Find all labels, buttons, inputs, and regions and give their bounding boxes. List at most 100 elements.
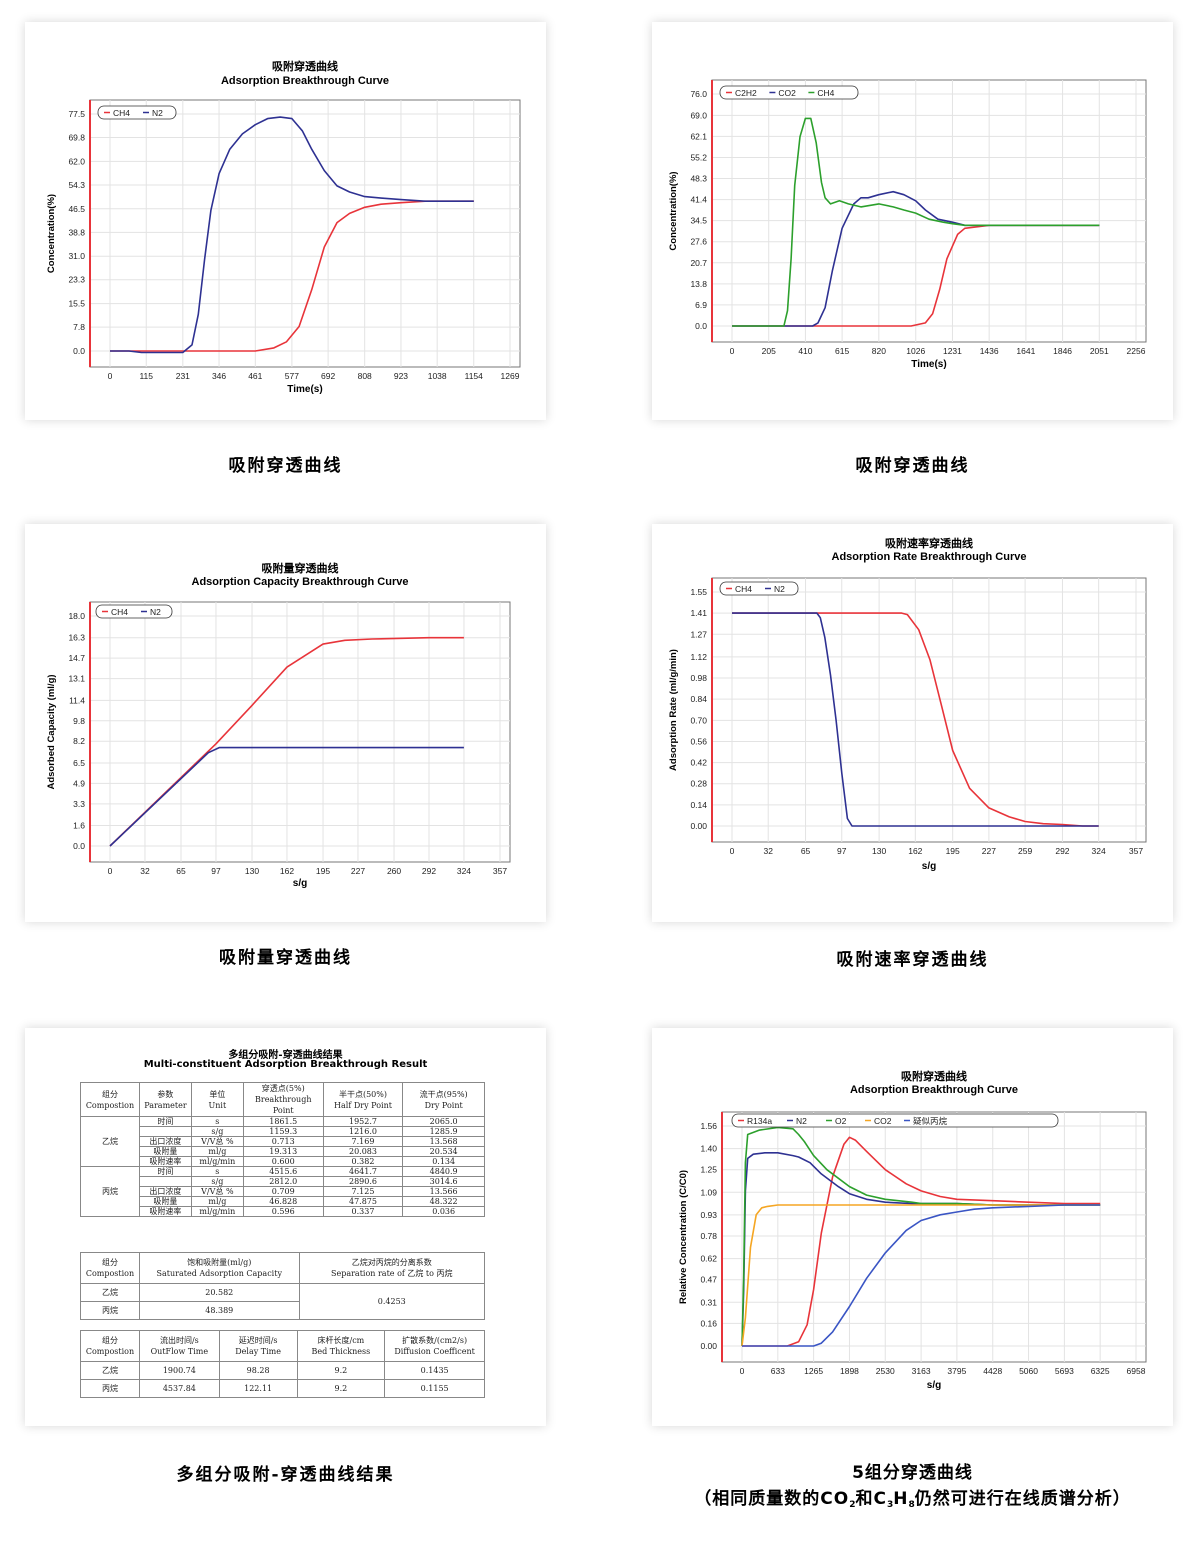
table-cell: ml/g: [190, 1196, 244, 1207]
y-tick-label: 0.0: [73, 346, 85, 356]
table-cell: V/V总 %: [190, 1186, 244, 1197]
table-cell: 122.11: [218, 1379, 298, 1398]
y-tick-label: 46.5: [68, 204, 85, 214]
x-tick-label: 3795: [947, 1366, 966, 1376]
result-table: 组分 Compostion 参数 Parameter 单位 Unit 穿透点(5%) Brea…: [80, 1082, 485, 1217]
legend-label: CH4: [113, 108, 130, 118]
table-cell: 组分 Compostion: [80, 1330, 140, 1362]
table-cell: 1216.0: [322, 1126, 404, 1137]
y-tick-label: 0.84: [690, 694, 707, 704]
legend-box: [719, 581, 799, 596]
table-header-row: 组分 Compostion 流出时间/s OutFlow Time 延迟时间/s Dela…: [80, 1330, 485, 1362]
y-tick-label: 0.98: [690, 673, 707, 683]
x-axis-label: Time(s): [287, 384, 322, 395]
y-tick-label: 23.3: [68, 275, 85, 285]
plot-area: [721, 1111, 1147, 1363]
y-tick-label: 0.70: [690, 715, 707, 725]
table-cell: 出口浓度: [138, 1136, 192, 1147]
x-tick-label: 346: [212, 371, 226, 381]
x-tick-label: 97: [837, 846, 847, 856]
table-cell: 丙烷: [80, 1379, 140, 1398]
x-tick-label: 2530: [876, 1366, 895, 1376]
x-tick-label: 692: [321, 371, 335, 381]
result-table: 组分 Compostion 饱和吸附量(ml/g) Saturated Adsorpt…: [80, 1252, 486, 1320]
table-row: 丙烷 4537.84 122.11 9.2 0.1155: [80, 1379, 485, 1398]
y-tick-label: 3.3: [73, 799, 85, 809]
caption-1: 吸附穿透曲线: [228, 456, 343, 476]
x-tick-label: 65: [801, 846, 811, 856]
series-line-CH4: [732, 612, 1099, 827]
legend-label: CH4: [817, 88, 834, 98]
table-cell: 1159.3: [242, 1126, 324, 1137]
x-tick-label: 162: [280, 866, 294, 876]
y-tick-label: 1.41: [690, 608, 707, 618]
table-cell: 1952.7: [322, 1116, 404, 1127]
table-cell: s/g: [190, 1126, 244, 1137]
table-cell: 2812.0: [242, 1176, 324, 1187]
caption-2: 吸附穿透曲线: [855, 456, 970, 476]
y-tick-label: 1.55: [690, 587, 707, 597]
chart-card-3: 吸附量穿透曲线 Adsorption Capacity Breakthrough …: [25, 524, 546, 922]
x-tick-label: 3163: [912, 1366, 931, 1376]
table-cell: 13.566: [402, 1186, 485, 1197]
table-row: s/g 2812.0 2890.6 3014.6: [81, 1176, 485, 1187]
x-tick-label: 115: [139, 371, 153, 381]
y-tick-label: 48.3: [690, 174, 707, 184]
y-tick-label: 0.56: [690, 736, 707, 746]
y-tick-label: 1.25: [700, 1165, 717, 1175]
table-cell: 7.125: [322, 1186, 404, 1197]
x-tick-label: 0: [108, 371, 113, 381]
plot-area: [89, 99, 521, 368]
table-cell: 19.313: [242, 1146, 324, 1157]
table-cell: 0.337: [322, 1206, 404, 1217]
table-cell: 0.596: [242, 1206, 324, 1217]
table-row: 乙烷 1900.74 98.28 9.2 0.1435: [80, 1361, 485, 1380]
x-tick-label: 65: [176, 866, 186, 876]
y-tick-label: 9.8: [73, 716, 85, 726]
x-tick-label: 1026: [906, 346, 925, 356]
table-cell: 20.083: [322, 1146, 404, 1157]
chart-subtitle: Adsorption Breakthrough Curve: [850, 1084, 1018, 1096]
table-cell: 吸附速率: [138, 1206, 192, 1217]
result-title-en: Multi-constituent Adsorption Breakthroug…: [143, 1059, 428, 1070]
table-cell: 9.2: [296, 1361, 386, 1380]
table-cell: [138, 1126, 192, 1137]
table-cell: 48.322: [402, 1196, 485, 1207]
x-tick-label: 324: [457, 866, 471, 876]
y-tick-label: 0.31: [700, 1297, 717, 1307]
legend-label: R134a: [747, 1116, 772, 1126]
x-tick-label: 1436: [980, 346, 999, 356]
x-tick-label: 130: [872, 846, 886, 856]
table-cell: 0.382: [322, 1156, 404, 1167]
x-tick-label: 0: [730, 346, 735, 356]
table-cell: 0.709: [242, 1186, 324, 1197]
table-row: 出口浓度 V/V总 % 0.713 7.169 13.568: [81, 1136, 485, 1147]
x-tick-label: 324: [1092, 846, 1106, 856]
series-line-R134a: [742, 1136, 1101, 1347]
x-tick-label: 0: [108, 866, 113, 876]
table-row: 吸附量 ml/g 46.828 47.875 48.322: [81, 1196, 485, 1207]
y-tick-label: 27.6: [690, 237, 707, 247]
table-row: 吸附速率 ml/g/min 0.596 0.337 0.036: [81, 1206, 485, 1217]
chart-title: 吸附穿透曲线: [901, 1069, 967, 1083]
series-line-N2: [110, 116, 474, 354]
chart-card-1: 吸附穿透曲线 Adsorption Breakthrough Curve 0 115 2…: [25, 22, 546, 420]
table-cell: 0.4253: [298, 1283, 486, 1320]
table-cell: 0.036: [402, 1206, 485, 1217]
table-cell: 乙烷: [80, 1116, 140, 1167]
y-tick-label: 55.2: [690, 152, 707, 162]
y-tick-label: 31.0: [68, 251, 85, 261]
table-cell: 4840.9: [402, 1166, 485, 1177]
x-tick-label: 32: [763, 846, 773, 856]
y-tick-label: 7.8: [73, 322, 85, 332]
table-cell: ml/g/min: [190, 1206, 244, 1217]
result-table: 组分 Compostion 流出时间/s OutFlow Time 延迟时间/s Dela…: [80, 1330, 485, 1398]
y-tick-label: 1.40: [700, 1144, 717, 1154]
x-tick-label: 1269: [501, 371, 520, 381]
table-cell: 13.568: [402, 1136, 485, 1147]
table-cell: 4641.7: [322, 1166, 404, 1177]
table-cell: 穿透点(5%) Breakthrough Point: [242, 1082, 324, 1117]
table-cell: 流干点(95%) Dry Point: [402, 1082, 485, 1117]
